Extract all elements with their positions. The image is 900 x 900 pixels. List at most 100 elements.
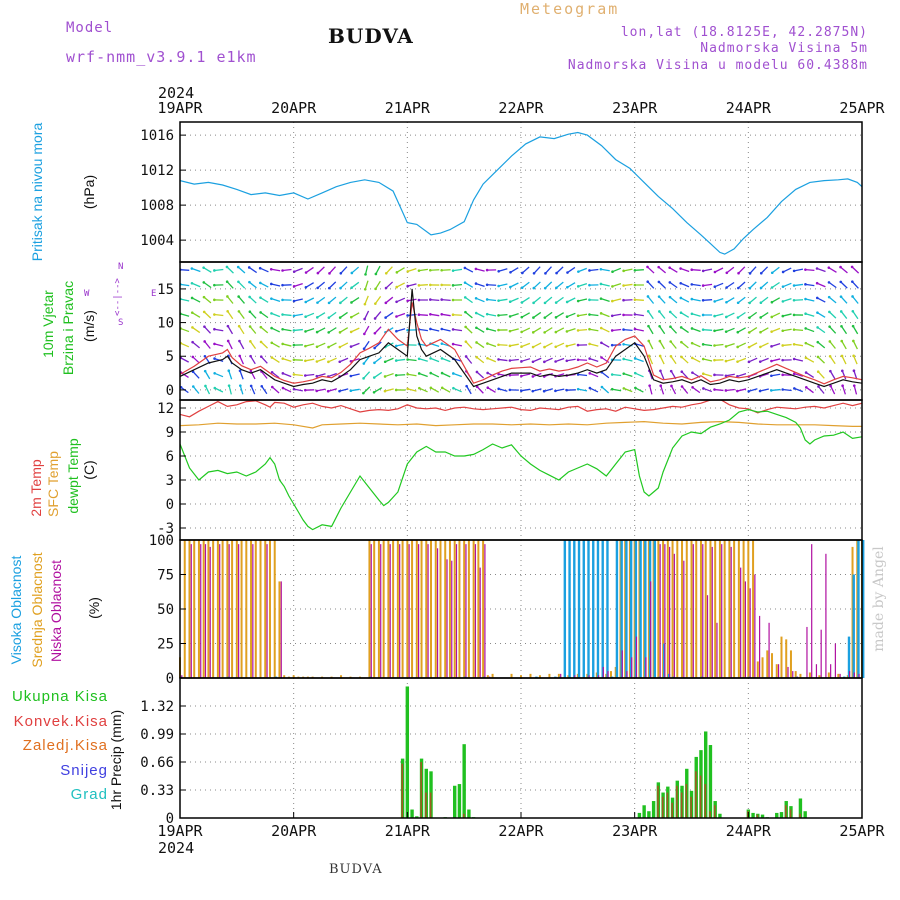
- wind-arrow-head: [406, 387, 410, 391]
- wind-arrow-head: [520, 301, 524, 304]
- wind-arrow-head: [259, 340, 263, 344]
- wind-arrow-head: [350, 301, 353, 304]
- wind-arrow-head: [600, 341, 603, 345]
- mid-cloud-bar: [818, 675, 821, 678]
- wind-arrow: [305, 358, 315, 362]
- wind-arrow-head: [338, 389, 341, 393]
- wind-arrow: [691, 298, 701, 302]
- mid-cloud-bar: [273, 540, 276, 678]
- wind-arrow-head: [363, 317, 366, 321]
- wind-arrow: [566, 297, 576, 303]
- wind-arrow-head: [792, 372, 796, 375]
- low-cloud-bar: [252, 544, 254, 678]
- low-cloud-bar: [834, 643, 836, 678]
- wind-arrow-head: [497, 299, 500, 302]
- wind-arrow-head: [599, 312, 603, 315]
- wind-arrow-head: [429, 312, 432, 316]
- top-time-label: 19APR: [157, 99, 203, 117]
- wind-arrow: [487, 342, 497, 348]
- wind-arrow: [794, 387, 803, 393]
- mid-cloud-bar: [458, 540, 461, 678]
- wind-arrow-head: [451, 342, 455, 346]
- low-cloud-bar: [635, 636, 638, 678]
- pressure-unit: (hPa): [81, 174, 97, 210]
- wind-arrow: [829, 355, 836, 365]
- wind-arrow-head: [622, 387, 626, 390]
- wind-arrow-head: [259, 281, 262, 285]
- wind-arrow-head: [464, 355, 468, 358]
- wind-arrow-head: [338, 345, 342, 349]
- wind-arrow-head: [633, 313, 637, 316]
- mid-cloud-bar: [723, 540, 726, 678]
- wind-arrow-head: [610, 387, 614, 391]
- wind-arrow-head: [543, 331, 546, 334]
- wind-arrow: [703, 299, 713, 301]
- wind-arrow-head: [554, 330, 558, 334]
- wind-arrow-head: [827, 281, 831, 284]
- wind-arrow: [805, 357, 815, 363]
- wind-arrow-head: [679, 326, 683, 329]
- wind-arrow: [521, 373, 531, 377]
- conv-precip-bar: [789, 809, 792, 818]
- wind-arrow-head: [372, 390, 376, 394]
- wind-arrow-head: [841, 369, 844, 373]
- wind-arrow: [238, 296, 245, 304]
- wind-arrow-head: [659, 369, 662, 373]
- wind-arrow-head: [520, 330, 523, 334]
- wind-arrow: [691, 357, 701, 363]
- low-cloud-bar: [436, 548, 439, 678]
- wind-arrow: [669, 281, 678, 289]
- wind-arrow: [214, 387, 224, 393]
- low-cloud-bar: [418, 544, 420, 678]
- wind-arrow-head: [680, 385, 684, 388]
- wind-arrow: [817, 371, 825, 379]
- wind-arrow-head: [203, 369, 207, 373]
- wind-arrow-head: [249, 340, 252, 343]
- y-tick-label: 50: [157, 602, 174, 618]
- wind-arrow-head: [338, 316, 342, 319]
- wind-arrow-head: [350, 271, 354, 275]
- wind-arrow-head: [304, 344, 307, 348]
- wind-arrow: [407, 388, 417, 392]
- wind-arrow: [841, 370, 847, 380]
- wind-arrow: [441, 387, 451, 393]
- high-cloud-bar: [568, 540, 571, 678]
- mid-cloud-bar: [529, 673, 532, 678]
- wind-arrow-head: [633, 357, 637, 360]
- wind-arrow: [760, 281, 769, 289]
- mid-cloud-bar: [780, 636, 783, 678]
- mid-cloud-bar: [827, 672, 830, 678]
- high-cloud-bar: [582, 540, 585, 678]
- wind-arrow: [726, 312, 735, 318]
- wind-arrow: [228, 385, 232, 395]
- wind-arrow-head: [576, 285, 580, 288]
- wind-arrow-head: [565, 388, 569, 392]
- wind-arrow-head: [440, 283, 443, 287]
- mid-cloud-bar: [771, 653, 774, 678]
- wind-arrow: [841, 385, 847, 395]
- wind-arrow-head: [690, 327, 694, 330]
- y-tick-label: 0: [166, 671, 174, 687]
- mid-cloud-bar: [666, 540, 669, 678]
- mid-cloud-bar: [430, 540, 433, 678]
- wind-arrow-head: [237, 295, 240, 298]
- low-cloud-bar: [754, 574, 756, 678]
- wind-arrow-head: [281, 342, 284, 346]
- wind-arrow: [725, 342, 735, 348]
- wind-arrow-head: [531, 360, 535, 364]
- wind-arrow-head: [851, 295, 854, 298]
- wind-arrow-head: [701, 284, 705, 287]
- wind-arrow: [578, 328, 588, 332]
- mid-cloud-bar: [193, 540, 196, 678]
- wind-arrow: [669, 296, 678, 304]
- wind-arrow-head: [781, 358, 784, 362]
- wind-arrow: [817, 341, 826, 349]
- wind-arrow: [271, 298, 281, 302]
- mid-cloud-bar: [482, 540, 485, 678]
- wind-arrow: [544, 296, 553, 304]
- wind-arrow: [249, 326, 257, 334]
- y-tick-label: 12: [157, 401, 174, 417]
- wind-arrow-head: [363, 302, 367, 306]
- wind-arrow-head: [327, 360, 330, 364]
- high-cloud-bar: [587, 540, 590, 678]
